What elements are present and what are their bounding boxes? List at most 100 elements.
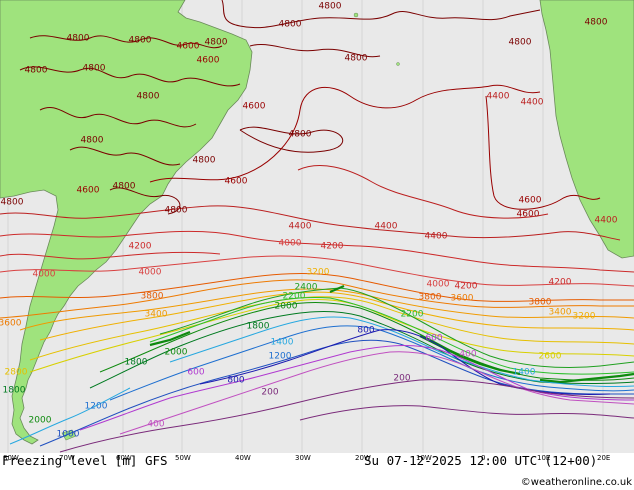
contour-label-4000: 4000 — [33, 270, 56, 280]
contour-label-4800: 4800 — [165, 206, 188, 216]
contour-label-4400: 4400 — [375, 222, 398, 232]
contour-4800 — [69, 146, 181, 166]
contour-label-2200: 2200 — [283, 292, 306, 302]
contour-4800 — [19, 66, 241, 87]
contour-label-4800: 4800 — [81, 136, 104, 146]
contour-4400 — [297, 165, 549, 219]
contour-1400 — [169, 316, 634, 388]
contour-label-400: 400 — [147, 420, 164, 430]
contour-label-4800: 4800 — [83, 64, 106, 74]
contour-label-4400: 4400 — [487, 92, 510, 102]
contour-400 — [119, 351, 634, 435]
contour-label-4800: 4800 — [113, 182, 136, 192]
contour-label-2000: 2000 — [165, 348, 188, 358]
lon-tick-20e: 20E — [597, 454, 610, 462]
contour-2800 — [29, 296, 634, 361]
contour-label-3400: 3400 — [549, 308, 572, 318]
contour-4800 — [221, 0, 541, 29]
contour-label-4400: 4400 — [521, 98, 544, 108]
contour-label-4600: 4600 — [197, 56, 220, 66]
contour-label-4400: 4400 — [289, 222, 312, 232]
contour-label-3600: 3600 — [451, 294, 474, 304]
lon-tick-30w: 30W — [295, 454, 311, 462]
contour-label-4600: 4600 — [517, 210, 540, 220]
contour-3600 — [0, 279, 634, 319]
contour-labels: 4800 4800 4800 4800 4800 4800 4800 4800 4800 4800… — [0, 2, 618, 440]
valid-time: Su 07-12-2025 12:00 UTC (12+00) — [364, 453, 597, 468]
contour-label-1800: 1800 — [247, 322, 270, 332]
africa-landmass — [539, 0, 634, 259]
lon-tick-60w: 60W — [116, 454, 132, 462]
contour-label-1800: 1800 — [125, 358, 148, 368]
contour-label-3800: 3800 — [419, 293, 442, 303]
lon-tick-10w: 10W — [416, 454, 432, 462]
contour-label-800: 800 — [227, 376, 244, 386]
info-strip — [0, 453, 634, 490]
lon-tick-50w: 50W — [175, 454, 191, 462]
contour-label-4200: 4200 — [455, 282, 478, 292]
contour-label-4800: 4800 — [25, 66, 48, 76]
contour-label-1800: 1800 — [3, 386, 26, 396]
contour-4800 — [39, 107, 197, 128]
contour-4800 — [239, 126, 344, 153]
contour-3800 — [0, 273, 634, 302]
contour-4000 — [0, 255, 634, 287]
island — [396, 62, 400, 66]
contour-label-2800: 2800 — [5, 368, 28, 378]
contour-2000 — [99, 301, 634, 381]
contour-label-3200: 3200 — [573, 312, 596, 322]
contour-4200 — [0, 230, 634, 273]
contour-200 — [299, 405, 634, 421]
contour-label-3600: 3600 — [0, 319, 22, 329]
contour-label-1000: 1000 — [57, 430, 80, 440]
contour-label-600: 600 — [187, 368, 204, 378]
contour-4800 — [109, 187, 181, 215]
contour-label-3200: 3200 — [307, 268, 330, 278]
contour-label-4400: 4400 — [425, 232, 448, 242]
contour-label-4200: 4200 — [549, 278, 572, 288]
contour-2000 — [149, 284, 634, 384]
contour-label-1400: 1400 — [271, 338, 294, 348]
contour-label-1200: 1200 — [85, 402, 108, 412]
contour-label-4800: 4800 — [1, 198, 24, 208]
contour-label-4800: 4800 — [509, 38, 532, 48]
contour-label-4200: 4200 — [129, 242, 152, 252]
contour-label-4000: 4000 — [427, 280, 450, 290]
contour-label-1200: 1200 — [269, 352, 292, 362]
lon-tick-80w: 80W — [3, 454, 19, 462]
contour-1800 — [89, 311, 634, 389]
contour-4600 — [485, 95, 601, 210]
contour-label-4600: 4600 — [177, 42, 200, 52]
contour-label-4600: 4600 — [77, 186, 100, 196]
contour-label-2600: 2600 — [539, 352, 562, 362]
contour-label-4800: 4800 — [279, 20, 302, 30]
contour-label-4000: 4000 — [139, 268, 162, 278]
contour-label-800: 800 — [357, 326, 374, 336]
contour-label-2000: 2000 — [29, 416, 52, 426]
contour-label-200: 200 — [261, 388, 278, 398]
contour-label-600: 600 — [425, 334, 442, 344]
contour-label-3800: 3800 — [141, 292, 164, 302]
contour-label-2400: 2400 — [295, 283, 318, 293]
contour-label-4800: 4800 — [205, 38, 228, 48]
contour-label-1400: 1400 — [513, 368, 536, 378]
contour-4400 — [0, 205, 621, 241]
lon-tick-40w: 40W — [235, 454, 251, 462]
map-title: Freezing level [m] GFS — [2, 453, 168, 468]
contour-label-4800: 4800 — [137, 92, 160, 102]
contour-label-2200: 2200 — [401, 310, 424, 320]
contour-4600 — [149, 84, 541, 183]
credit: ©weatheronline.co.uk — [521, 477, 632, 488]
contour-3400 — [19, 288, 634, 331]
island — [353, 12, 359, 18]
contour-label-4800: 4800 — [585, 18, 608, 28]
contour-200 — [59, 379, 634, 453]
lon-tick-10e: 10E — [537, 454, 550, 462]
contour-label-3400: 3400 — [145, 310, 168, 320]
contour-label-4000: 4000 — [279, 239, 302, 249]
contour-3200 — [39, 291, 634, 341]
contour-label-4800: 4800 — [345, 54, 368, 64]
contour-4800 — [29, 35, 223, 49]
lon-tick-0: 0 — [481, 454, 485, 462]
lon-tick-20w: 20W — [355, 454, 371, 462]
